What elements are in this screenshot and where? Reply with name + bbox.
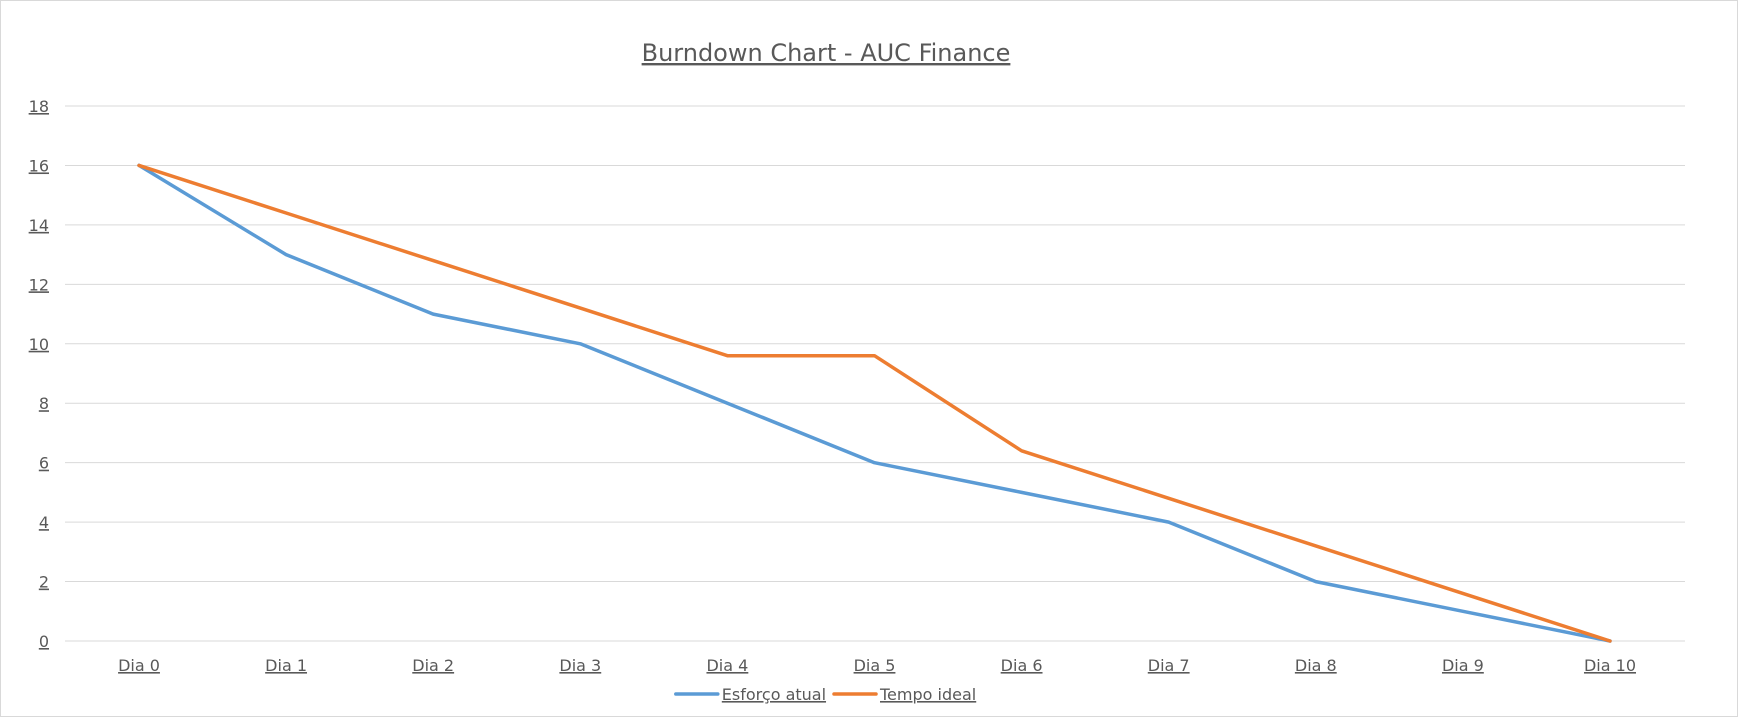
y-tick-label: 18	[29, 97, 49, 116]
legend-label: Tempo ideal	[879, 685, 976, 704]
series-lines	[137, 163, 1612, 643]
y-tick-label: 6	[39, 454, 49, 473]
gridlines	[65, 105, 1685, 642]
x-tick-label: Dia 3	[559, 656, 601, 675]
x-tick-label: Dia 8	[1295, 656, 1337, 675]
y-tick-label: 2	[39, 573, 49, 592]
y-tick-label: 8	[39, 394, 49, 413]
y-tick-label: 16	[29, 156, 49, 175]
x-tick-label: Dia 9	[1442, 656, 1484, 675]
x-tick-label: Dia 1	[265, 656, 307, 675]
y-axis-ticks: 0 2 4 6 8 10 12 14 16 18	[29, 97, 49, 651]
y-tick-label: 14	[29, 216, 49, 235]
series-line-1	[137, 163, 1612, 643]
y-tick-label: 0	[39, 632, 49, 651]
series-line-0	[137, 163, 1612, 643]
legend: Esforço atual Tempo ideal	[674, 685, 976, 704]
x-tick-label: Dia 7	[1148, 656, 1190, 675]
x-tick-label: Dia 6	[1001, 656, 1043, 675]
x-tick-label: Dia 10	[1584, 656, 1636, 675]
y-tick-label: 10	[29, 335, 49, 354]
x-axis-ticks: Dia 0 Dia 1 Dia 2 Dia 3 Dia 4 Dia 5 Dia 6 Dia 7…	[118, 656, 1636, 675]
y-tick-label: 4	[39, 513, 49, 532]
x-tick-label: Dia 4	[706, 656, 748, 675]
legend-item-0: Esforço atual	[674, 685, 826, 704]
legend-item-1: Tempo ideal	[832, 685, 976, 704]
x-tick-label: Dia 5	[854, 656, 896, 675]
y-tick-label: 12	[29, 275, 49, 294]
legend-label: Esforço atual	[722, 685, 826, 704]
chart-title: Burndown Chart - AUC Finance	[642, 39, 1011, 67]
x-tick-label: Dia 2	[412, 656, 454, 675]
x-tick-label: Dia 0	[118, 656, 160, 675]
